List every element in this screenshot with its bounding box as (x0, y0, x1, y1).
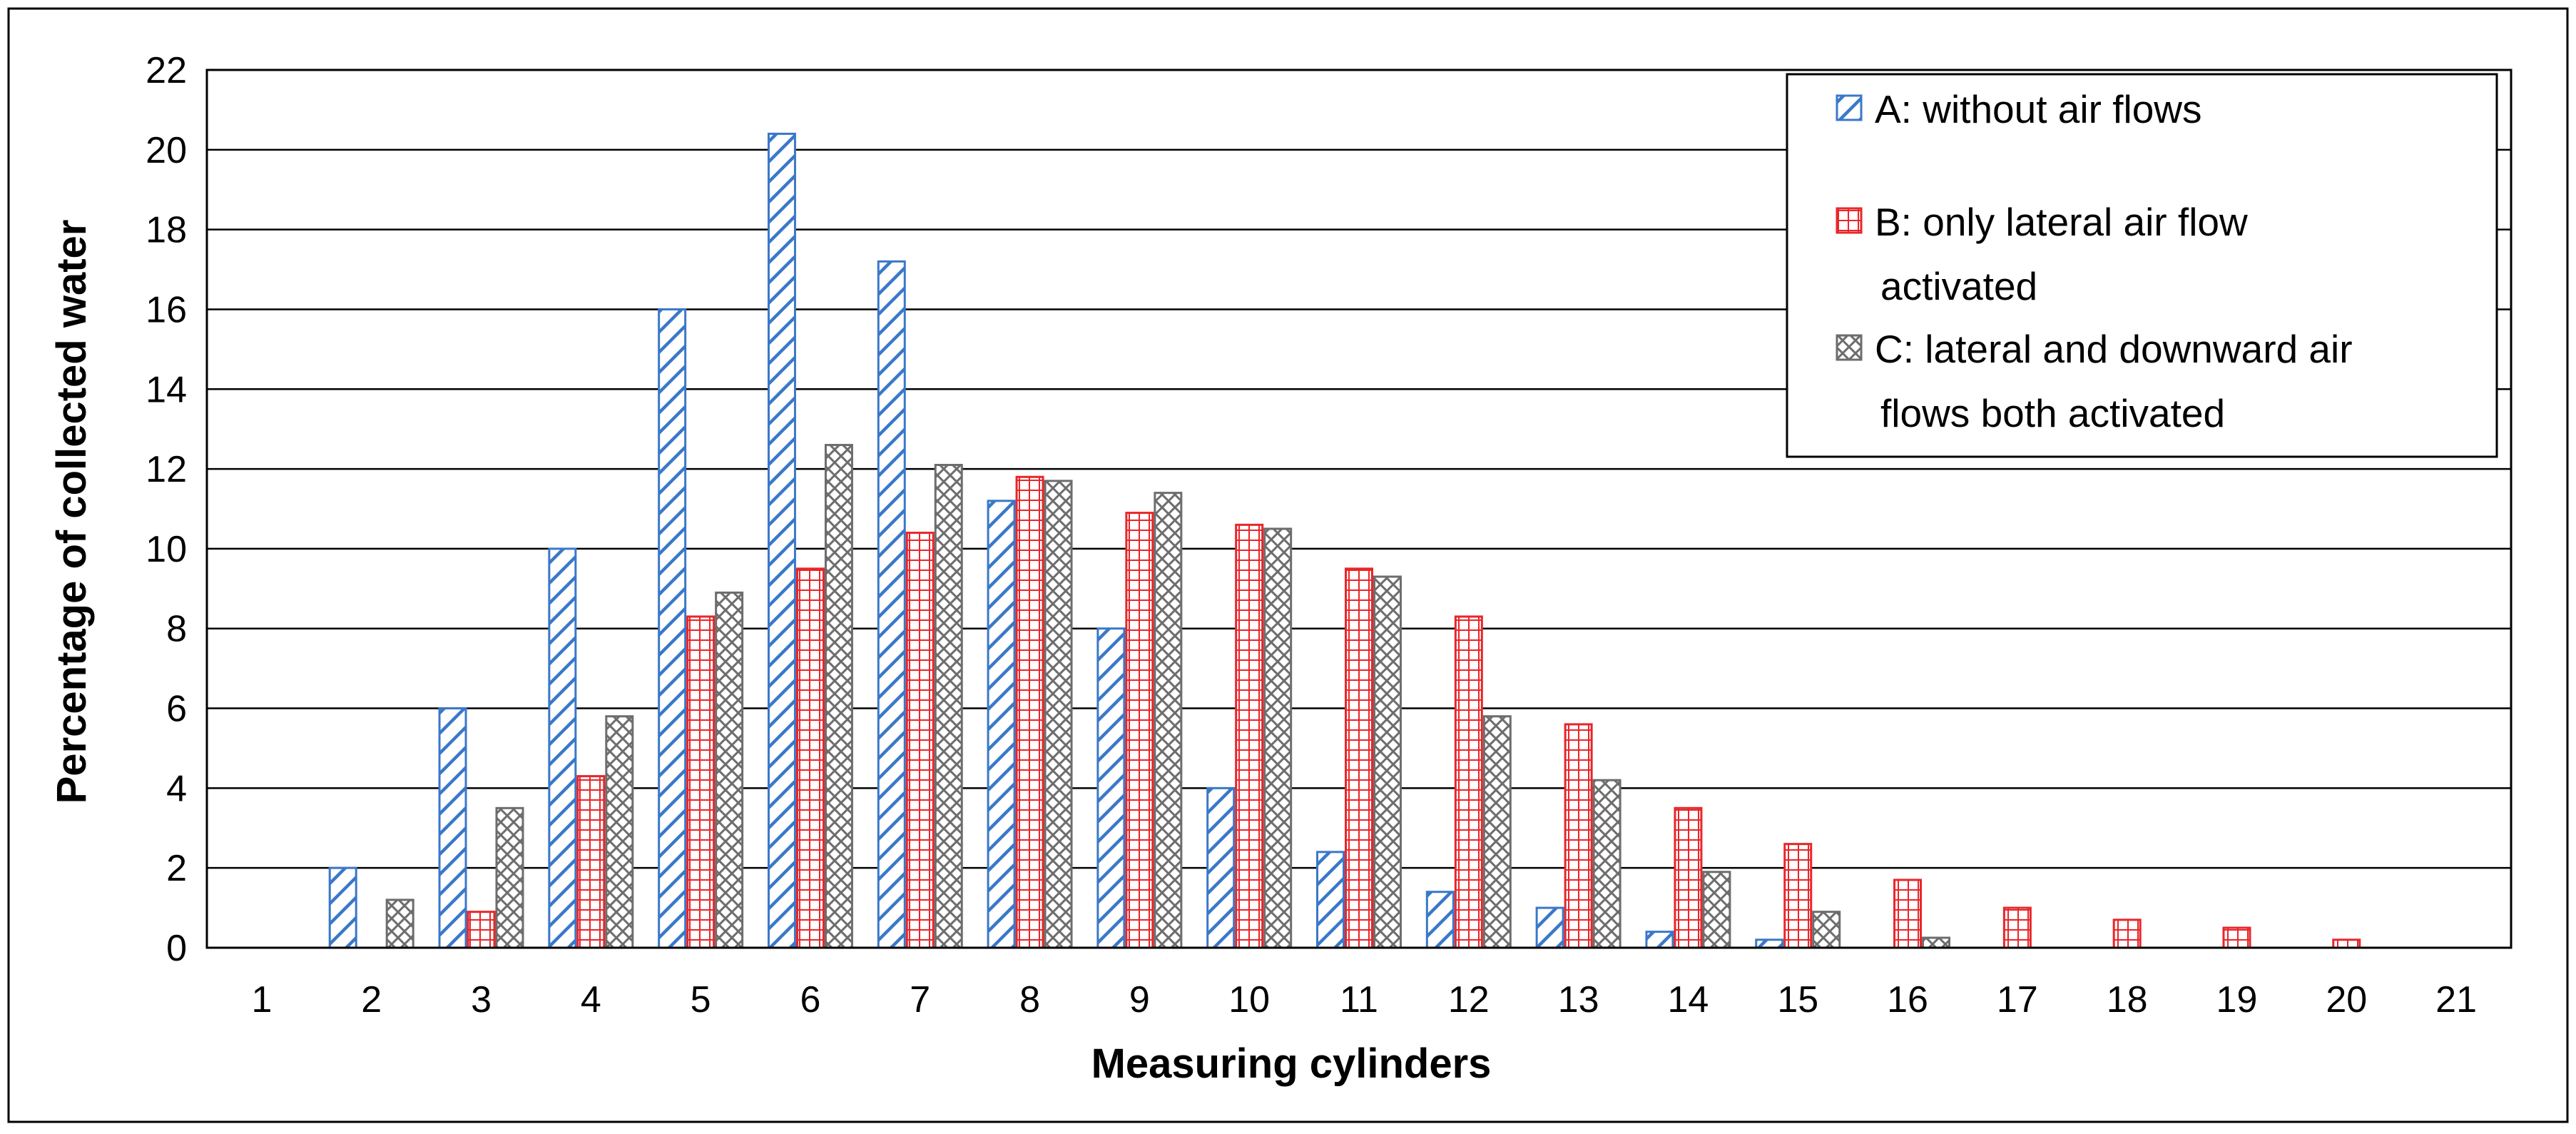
bar (2222, 926, 2251, 949)
bar (987, 500, 1016, 949)
bar (1263, 527, 1293, 949)
bar (576, 775, 606, 949)
y-tick-label: 6 (166, 689, 187, 730)
legend-swatch (1836, 334, 1863, 361)
y-tick-label: 4 (166, 768, 187, 809)
y-axis-title: Percentage of collected water (49, 220, 95, 804)
bar (1044, 480, 1073, 949)
bar (605, 715, 634, 949)
x-tick-label: 13 (1558, 979, 1599, 1021)
bar (686, 615, 716, 949)
bar (1922, 936, 1951, 949)
y-tick-label: 14 (146, 369, 187, 410)
bar (1125, 512, 1154, 949)
bar (877, 260, 906, 949)
bar (1702, 871, 1731, 949)
chart-frame (7, 7, 2569, 1123)
y-tick-label: 16 (146, 289, 187, 330)
x-tick-label: 16 (1887, 979, 1928, 1021)
legend-label: flows both activated (1880, 391, 2225, 435)
legend-label: C: lateral and downward air (1875, 327, 2353, 371)
y-tick-label: 18 (146, 210, 187, 251)
y-tick-label: 10 (146, 529, 187, 570)
bar (495, 806, 524, 949)
bar (2332, 938, 2361, 949)
bar (1373, 575, 1402, 949)
y-tick-label: 0 (166, 928, 187, 969)
legend-label: B: only lateral air flow (1875, 200, 2248, 244)
bar (1783, 843, 1813, 949)
x-tick-label: 4 (581, 979, 601, 1021)
bar (1316, 851, 1345, 949)
y-tick-label: 20 (146, 130, 187, 171)
y-tick-label: 22 (146, 50, 187, 91)
x-tick-label: 11 (1340, 979, 1378, 1021)
x-tick-label: 20 (2326, 979, 2367, 1021)
x-tick-label: 14 (1668, 979, 1709, 1021)
bar (1812, 911, 1841, 949)
x-tick-label: 5 (691, 979, 711, 1021)
bar (1154, 492, 1183, 949)
plot-area-border (205, 69, 2513, 949)
x-axis-title: Measuring cylinders (1091, 1041, 1492, 1087)
x-tick-label: 19 (2216, 979, 2258, 1021)
bar (715, 591, 744, 949)
bar (934, 464, 963, 949)
x-tick-label: 18 (2107, 979, 2148, 1021)
bar (1482, 715, 1512, 949)
x-tick-label: 7 (910, 979, 930, 1021)
bar (795, 567, 825, 949)
bar (438, 707, 467, 949)
bar (1235, 523, 1264, 949)
x-tick-label: 12 (1448, 979, 1490, 1021)
x-tick-label: 21 (2435, 979, 2477, 1021)
x-tick-label: 8 (1019, 979, 1040, 1021)
bar (548, 547, 577, 949)
legend-label: A: without air flows (1875, 87, 2202, 131)
bar (1206, 786, 1236, 949)
x-tick-label: 10 (1228, 979, 1270, 1021)
bar (2002, 906, 2032, 949)
bar (1015, 475, 1044, 949)
bar (1345, 567, 1373, 949)
bar (328, 866, 357, 949)
bar (1096, 627, 1126, 949)
legend: A: without air flows B: only lateral air … (1786, 73, 2498, 458)
y-tick-label: 8 (166, 609, 187, 650)
bar (905, 532, 935, 949)
bar (1564, 723, 1593, 949)
bar (2112, 918, 2142, 949)
bar (767, 132, 796, 949)
x-tick-label: 1 (251, 979, 272, 1021)
x-tick-label: 15 (1777, 979, 1818, 1021)
bar (1454, 615, 1483, 949)
bar (1674, 806, 1703, 949)
bar (1893, 879, 1923, 949)
bar (1645, 931, 1674, 949)
x-tick-label: 17 (1997, 979, 2038, 1021)
y-tick-label: 12 (146, 449, 187, 490)
bar (1592, 779, 1622, 949)
bar (1425, 891, 1455, 949)
legend-label: activated (1880, 264, 2037, 308)
bar (385, 898, 414, 949)
bars (328, 132, 2361, 949)
bar (1755, 938, 1784, 949)
bar (1535, 906, 1564, 949)
bar (467, 911, 496, 949)
legend-swatch (1836, 207, 1863, 234)
x-tick-label: 3 (471, 979, 492, 1021)
y-tick-label: 2 (166, 848, 187, 889)
x-tick-label: 6 (800, 979, 820, 1021)
bar (824, 444, 853, 949)
legend-box (1786, 73, 2498, 458)
axes (205, 69, 2513, 949)
bar (658, 308, 687, 949)
x-tick-label: 2 (361, 979, 382, 1021)
legend-swatch (1836, 94, 1863, 121)
x-tick-label: 9 (1129, 979, 1150, 1021)
